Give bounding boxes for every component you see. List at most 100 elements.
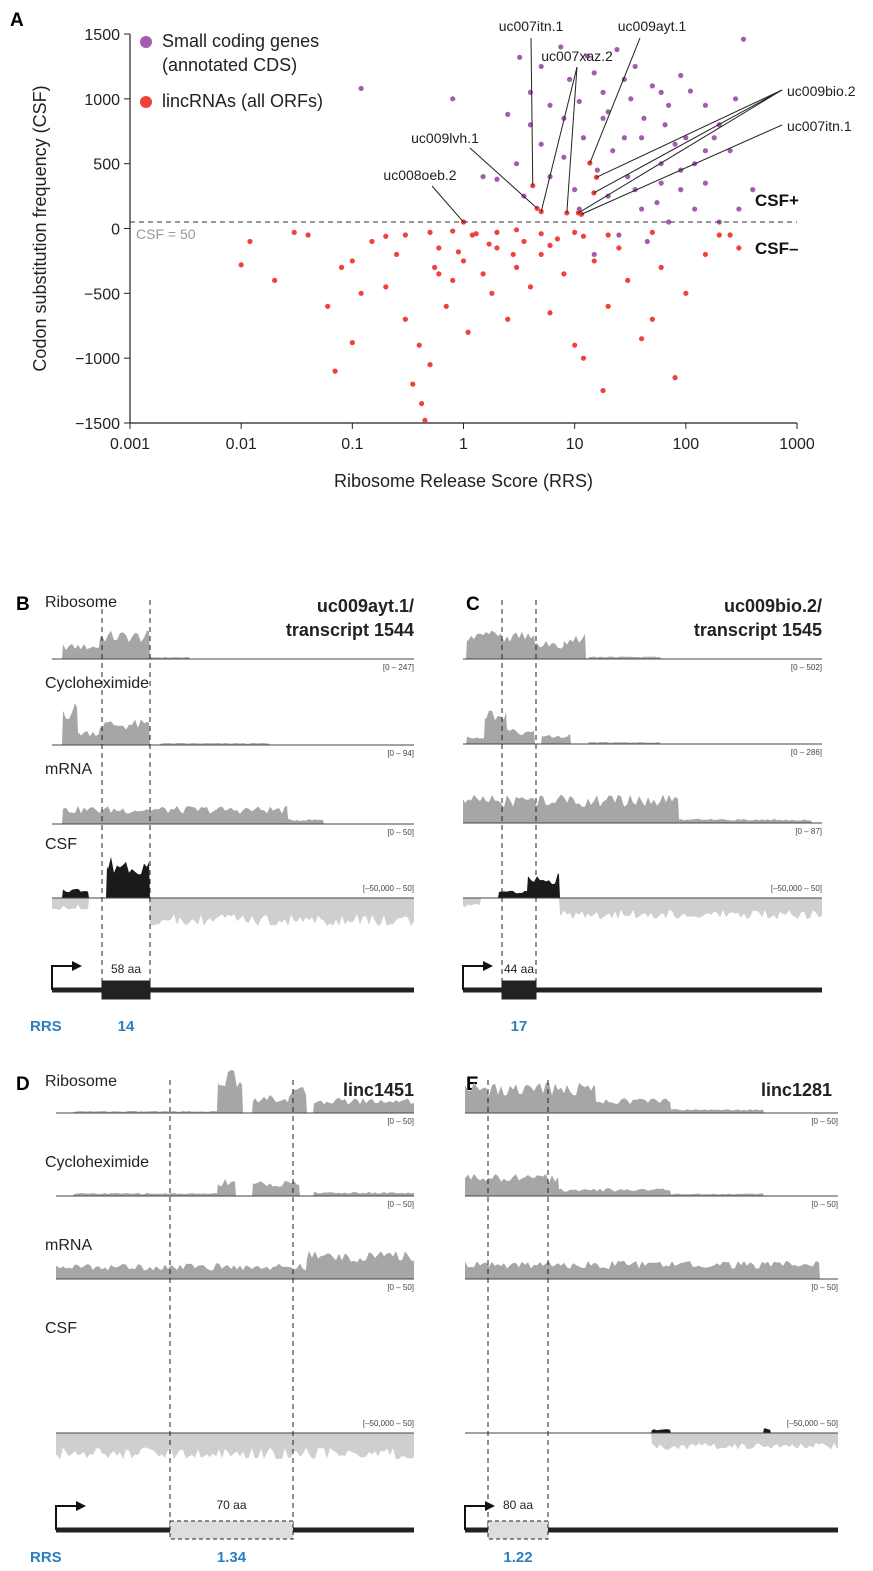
y-axis-label: Codon substitution frequency (CSF) bbox=[30, 85, 50, 371]
data-point bbox=[505, 111, 511, 117]
data-point bbox=[566, 76, 573, 82]
orf-length: 58 aa bbox=[111, 962, 141, 976]
x-tick-label: 100 bbox=[672, 436, 699, 453]
data-point bbox=[644, 238, 650, 245]
csf-positive bbox=[465, 1428, 838, 1433]
rrs-value: 17 bbox=[511, 1018, 528, 1035]
rrs-value: 14 bbox=[118, 1018, 135, 1035]
tss-arrowhead bbox=[483, 961, 493, 971]
y-tick-label: −1500 bbox=[75, 416, 120, 433]
orf-length: 70 aa bbox=[216, 1498, 246, 1512]
tss-arrow bbox=[464, 1505, 487, 1530]
x-tick-label: 10 bbox=[566, 436, 584, 453]
data-point bbox=[572, 229, 578, 235]
data-point bbox=[632, 63, 638, 70]
data-point bbox=[625, 277, 631, 283]
data-point bbox=[460, 258, 467, 264]
data-point bbox=[383, 233, 389, 239]
panel-title: uc009ayt.1/ bbox=[317, 596, 414, 616]
data-point bbox=[494, 176, 500, 182]
region-label: CSF– bbox=[755, 239, 798, 258]
data-point bbox=[538, 141, 544, 147]
data-point bbox=[473, 231, 479, 237]
data-point bbox=[369, 238, 375, 245]
data-point bbox=[628, 96, 634, 102]
data-point bbox=[576, 206, 582, 212]
csf-positive bbox=[52, 856, 414, 898]
annotation-line bbox=[469, 147, 538, 209]
track-signal bbox=[52, 805, 414, 824]
track-range: [0 – 50] bbox=[387, 1283, 414, 1292]
track-range: [0 – 502] bbox=[791, 663, 822, 672]
data-point bbox=[450, 96, 456, 102]
data-point bbox=[683, 290, 689, 296]
y-tick-label: 1500 bbox=[84, 27, 120, 44]
tss-arrowhead bbox=[72, 961, 82, 971]
track-signal bbox=[465, 1174, 838, 1196]
annotation-label: uc008oeb.2 bbox=[383, 167, 456, 183]
data-point bbox=[494, 245, 500, 251]
data-point bbox=[465, 329, 471, 335]
csf-negative bbox=[56, 1433, 414, 1460]
csf-negative bbox=[52, 898, 414, 927]
track-range: [0 – 50] bbox=[811, 1283, 838, 1292]
orf-box bbox=[101, 980, 151, 1000]
data-point bbox=[554, 236, 561, 242]
panel-title: uc009bio.2/ bbox=[724, 596, 822, 616]
legend-label: Small coding genes (annotated CDS) bbox=[162, 31, 320, 75]
annotation-label: uc009bio.2 bbox=[787, 83, 856, 99]
data-point bbox=[538, 63, 544, 70]
data-point bbox=[393, 251, 400, 258]
tss-arrow bbox=[51, 965, 74, 990]
data-point bbox=[649, 229, 655, 235]
y-tick-label: −500 bbox=[84, 286, 120, 303]
data-point bbox=[591, 258, 597, 264]
track-label: Cycloheximide bbox=[45, 1154, 149, 1171]
data-point bbox=[702, 148, 709, 154]
data-point bbox=[494, 229, 500, 235]
data-point bbox=[505, 316, 511, 322]
legend-label: lincRNAs (all ORFs) bbox=[162, 91, 324, 111]
data-point bbox=[687, 88, 694, 94]
data-point bbox=[486, 241, 492, 247]
data-point bbox=[450, 277, 456, 283]
data-point bbox=[455, 249, 462, 255]
data-point bbox=[678, 187, 684, 193]
data-point bbox=[658, 264, 664, 270]
x-tick-label: 1 bbox=[459, 436, 468, 453]
data-point bbox=[736, 245, 742, 251]
panel-title: linc1281 bbox=[761, 1080, 832, 1100]
data-point bbox=[580, 135, 587, 141]
track-label: mRNA bbox=[45, 1237, 92, 1254]
data-point bbox=[616, 245, 622, 251]
data-point bbox=[547, 102, 553, 108]
annotation-label: uc009ayt.1 bbox=[618, 18, 687, 34]
data-point bbox=[702, 180, 709, 186]
data-point bbox=[572, 187, 578, 193]
y-tick-label: 1000 bbox=[84, 92, 120, 109]
legend-entry: Small coding genes (annotated CDS) bbox=[162, 31, 320, 75]
data-point bbox=[247, 238, 253, 245]
data-point bbox=[666, 102, 672, 108]
data-point bbox=[672, 375, 678, 381]
data-point bbox=[572, 342, 578, 348]
orf-box bbox=[487, 1520, 549, 1540]
data-point bbox=[547, 310, 553, 316]
data-point bbox=[538, 231, 544, 237]
data-point bbox=[605, 303, 611, 309]
data-point bbox=[716, 232, 722, 238]
panel-label: B bbox=[16, 594, 30, 615]
annotation-label: uc007itn.1 bbox=[787, 118, 852, 134]
data-point bbox=[658, 180, 664, 186]
annotation-line bbox=[593, 89, 783, 194]
data-point bbox=[702, 102, 709, 108]
track-label: mRNA bbox=[45, 761, 92, 778]
annotation-label: uc007itn.1 bbox=[499, 18, 564, 34]
data-point bbox=[422, 417, 428, 424]
annotation-label: uc007xaz.2 bbox=[541, 48, 613, 64]
data-point bbox=[527, 89, 534, 95]
data-point bbox=[443, 303, 449, 309]
data-point bbox=[538, 251, 544, 258]
track-range: [0 – 50] bbox=[811, 1200, 838, 1209]
data-point bbox=[591, 70, 597, 76]
